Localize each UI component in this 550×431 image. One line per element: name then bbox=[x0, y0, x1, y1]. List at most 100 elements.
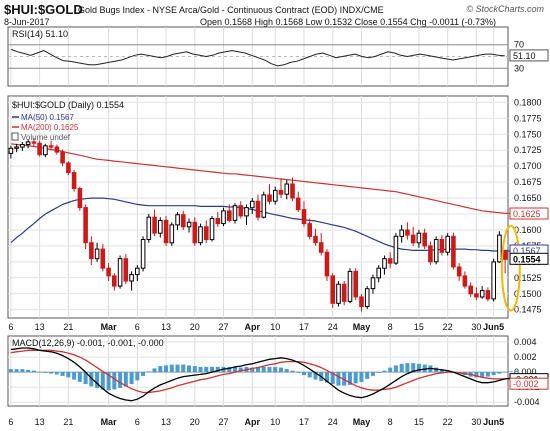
macd-line bbox=[10, 347, 517, 402]
candle-body bbox=[433, 239, 439, 263]
rsi-line bbox=[11, 48, 505, 67]
candle bbox=[221, 207, 226, 227]
macd-histogram-bar bbox=[405, 363, 410, 373]
candle bbox=[301, 201, 307, 227]
candle-body bbox=[318, 242, 324, 253]
macd-histogram-bar bbox=[359, 372, 364, 382]
macd-histogram-bar bbox=[256, 366, 260, 373]
candle bbox=[163, 215, 169, 246]
candle bbox=[140, 236, 146, 272]
price-x-tick-label: 27 bbox=[219, 322, 229, 332]
candle-body bbox=[221, 210, 226, 225]
candle bbox=[25, 139, 31, 149]
macd-histogram-bar bbox=[422, 364, 427, 373]
price-current-label: 0.1625 bbox=[513, 209, 541, 219]
chart-date: 8-Jun-2017 bbox=[4, 17, 50, 27]
price-y-tick-label: 0.1500 bbox=[514, 289, 542, 299]
macd-histogram-bar bbox=[146, 371, 151, 373]
macd-x-tick-label: 15 bbox=[414, 417, 424, 427]
price-legend: $HUI:$GOLD (Daily) 0.1554 bbox=[12, 100, 124, 110]
candle bbox=[261, 191, 267, 219]
price-x-tick-label: 10 bbox=[270, 322, 280, 332]
macd-histogram-bar bbox=[388, 367, 393, 373]
macd-histogram-bar bbox=[43, 372, 48, 373]
candle-body bbox=[117, 258, 123, 287]
macd-histogram-bar bbox=[296, 372, 301, 373]
candle-body bbox=[497, 234, 502, 263]
macd-histogram-bar bbox=[106, 372, 111, 391]
macd-x-tick-label: 10 bbox=[270, 417, 280, 427]
candle-body bbox=[485, 290, 491, 300]
price-current-label: 0.1567 bbox=[513, 246, 541, 256]
candle-body bbox=[324, 251, 330, 277]
macd-y-tick-label: -0.004 bbox=[514, 397, 540, 407]
candle bbox=[324, 249, 330, 281]
candle bbox=[405, 222, 410, 240]
candle-body bbox=[112, 275, 117, 287]
macd-x-tick-label: Jun5 bbox=[483, 417, 504, 427]
macd-histogram-bar bbox=[66, 372, 71, 378]
candle-body bbox=[227, 210, 232, 221]
candle-body bbox=[232, 205, 238, 221]
macd-histogram-bar bbox=[95, 372, 100, 388]
candle bbox=[100, 244, 106, 272]
candle bbox=[169, 222, 175, 246]
candle-body bbox=[278, 189, 284, 195]
candle bbox=[129, 271, 134, 291]
candle-body bbox=[54, 146, 60, 153]
candle bbox=[387, 252, 393, 269]
candle bbox=[192, 217, 198, 246]
candle bbox=[20, 141, 25, 151]
candle bbox=[318, 233, 324, 256]
macd-x-tick-label: Apr bbox=[245, 417, 261, 427]
candle-body bbox=[129, 274, 134, 282]
candle bbox=[456, 263, 462, 281]
candle-body bbox=[89, 242, 94, 260]
price-x-tick-label: 13 bbox=[35, 322, 45, 332]
price-legend-item: MA(50) 0.1567 bbox=[21, 113, 74, 122]
candle bbox=[158, 217, 163, 238]
macd-x-tick-label: 27 bbox=[219, 417, 229, 427]
candle-body bbox=[376, 267, 381, 279]
candle-body bbox=[43, 145, 48, 156]
candle bbox=[66, 161, 71, 176]
macd-histogram-bar bbox=[365, 372, 370, 379]
candle bbox=[146, 214, 152, 243]
candle-body bbox=[295, 197, 301, 211]
candle-body bbox=[410, 234, 416, 244]
candle-body bbox=[330, 275, 335, 304]
macd-x-tick-label: 17 bbox=[299, 417, 309, 427]
candle-body bbox=[94, 248, 100, 260]
price-y-tick-label: 0.1650 bbox=[514, 193, 542, 203]
price-x-tick-label: 30 bbox=[471, 322, 481, 332]
candle bbox=[451, 232, 456, 270]
macd-histogram-bar bbox=[399, 363, 404, 373]
macd-histogram-bar bbox=[187, 365, 191, 373]
macd-histogram-bar bbox=[382, 370, 387, 373]
macd-histogram-bar bbox=[181, 364, 186, 373]
candle bbox=[250, 198, 255, 215]
candle-body bbox=[353, 270, 358, 298]
candle-body bbox=[364, 288, 370, 308]
candle-body bbox=[451, 235, 456, 268]
price-x-tick-label: 22 bbox=[443, 322, 453, 332]
price-x-tick-label: 20 bbox=[190, 322, 200, 332]
macd-histogram-bar bbox=[158, 366, 163, 373]
macd-histogram-bar bbox=[164, 365, 168, 373]
ohlc-readout: Open 0.1568 High 0.1568 Low 0.1532 Close… bbox=[200, 17, 497, 27]
candle bbox=[31, 138, 37, 148]
candle-body bbox=[456, 266, 462, 277]
price-x-tick-label: 21 bbox=[63, 322, 73, 332]
macd-histogram-bar bbox=[204, 366, 209, 373]
highlight-ellipse bbox=[500, 224, 521, 312]
candle bbox=[347, 268, 353, 304]
macd-histogram-bar bbox=[210, 366, 214, 373]
macd-histogram-bar bbox=[192, 366, 197, 373]
macd-histogram-bar bbox=[227, 366, 232, 373]
macd-histogram-bar bbox=[141, 372, 145, 376]
candle-body bbox=[186, 221, 192, 228]
macd-y-tick-label: 0.004 bbox=[514, 337, 537, 347]
macd-histogram-bar bbox=[330, 372, 335, 385]
legend-swatch bbox=[11, 132, 19, 141]
candle bbox=[37, 140, 42, 157]
